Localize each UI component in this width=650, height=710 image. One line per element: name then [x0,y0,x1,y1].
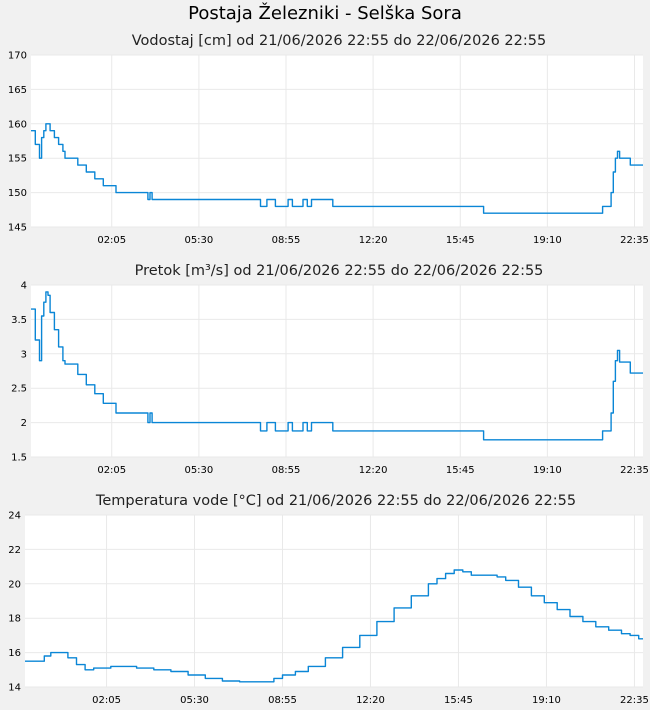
y-tick-label: 145 [8,223,27,234]
y-tick-label: 4 [21,281,27,292]
x-tick-label: 19:10 [533,235,562,246]
series-line [25,569,643,683]
x-tick-label: 22:35 [620,235,649,246]
y-tick-label: 3 [21,349,27,360]
chart-title: Vodostaj [cm] od 21/06/2026 22:55 do 22/… [132,33,546,49]
page-title: Postaja Železniki - Selška Sora [188,3,462,24]
plot-area [31,285,643,457]
x-tick-label: 22:35 [620,465,649,476]
x-tick-label: 08:55 [268,695,297,706]
chart-title: Pretok [m³/s] od 21/06/2026 22:55 do 22/… [135,263,544,279]
x-tick-label: 02:05 [92,695,121,706]
x-tick-label: 05:30 [184,465,213,476]
x-tick-label: 08:55 [272,465,301,476]
x-tick-label: 05:30 [180,695,209,706]
plot-area [25,515,643,687]
y-tick-label: 1.5 [11,453,27,464]
x-tick-label: 02:05 [97,465,126,476]
x-tick-label: 19:10 [533,465,562,476]
y-tick-label: 16 [8,648,21,659]
y-tick-label: 24 [8,511,21,522]
x-tick-label: 19:10 [532,695,561,706]
chart-water-level: Vodostaj [cm] od 21/06/2026 22:55 do 22/… [8,33,649,246]
x-tick-label: 08:55 [272,235,301,246]
y-tick-label: 170 [8,51,27,62]
chart-title: Temperatura vode [°C] od 21/06/2026 22:5… [95,493,576,509]
y-tick-label: 155 [8,154,27,165]
y-tick-label: 14 [8,683,21,694]
y-tick-label: 18 [8,614,21,625]
chart-water-temperature: Temperatura vode [°C] od 21/06/2026 22:5… [8,493,649,706]
y-tick-label: 3.5 [11,315,27,326]
x-tick-label: 15:45 [446,235,475,246]
x-tick-label: 15:45 [444,695,473,706]
y-tick-label: 2.5 [11,384,27,395]
x-tick-label: 02:05 [97,235,126,246]
x-tick-label: 15:45 [446,465,475,476]
y-tick-label: 150 [8,188,27,199]
series-line [31,123,643,214]
x-tick-label: 12:20 [356,695,385,706]
x-tick-label: 05:30 [184,235,213,246]
plot-area [31,55,643,227]
chart-flow-rate: Pretok [m³/s] od 21/06/2026 22:55 do 22/… [11,263,649,476]
y-tick-label: 160 [8,119,27,130]
x-tick-label: 12:20 [359,235,388,246]
y-tick-label: 20 [8,579,21,590]
series-line [31,291,643,441]
y-tick-label: 22 [8,545,21,556]
x-tick-label: 22:35 [620,695,649,706]
y-tick-label: 165 [8,85,27,96]
y-tick-label: 2 [21,418,27,429]
x-tick-label: 12:20 [359,465,388,476]
